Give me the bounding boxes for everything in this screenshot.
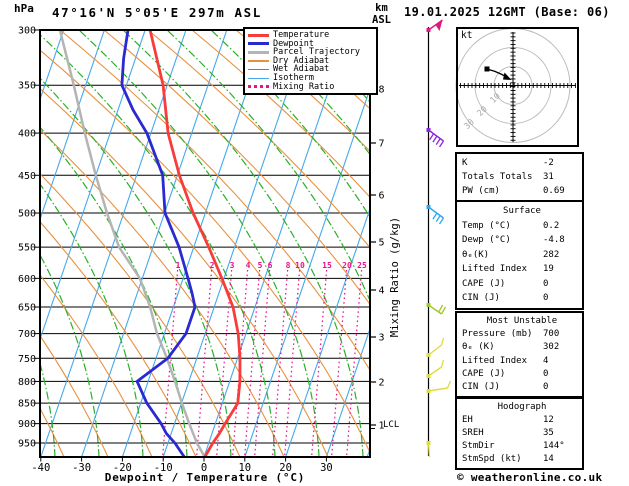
stat-row-mu-lifted-index: Lifted Index 4 — [462, 355, 549, 366]
stat-row-sfc-cin: CIN (J) 0 — [462, 293, 549, 303]
temperature-line-swatch — [248, 33, 269, 37]
parcel-line-swatch — [248, 50, 269, 54]
most-unstable-table-title: Most Unstable — [486, 316, 558, 326]
stat-row-sfc-temp: Temp (°C) 0.2 — [462, 220, 560, 231]
altitude-axis-unit: km ASL — [372, 2, 391, 26]
svg-text:3: 3 — [230, 261, 235, 270]
surface-table-title: Surface — [503, 206, 541, 216]
svg-text:20: 20 — [342, 261, 352, 270]
lcl-label: LCL — [383, 420, 400, 430]
svg-text:8: 8 — [379, 85, 385, 96]
svg-text:4: 4 — [379, 286, 385, 297]
svg-text:650: 650 — [18, 303, 36, 314]
svg-text:-30: -30 — [72, 462, 91, 474]
stat-row-mu-pressure: Pressure (mb) 700 — [462, 329, 560, 340]
altitude-unit-asl: ASL — [372, 14, 391, 26]
hodograph-table: Hodograph EH 12 SREH 35 StmDir 144° StmSpd … — [455, 397, 584, 470]
svg-text:2: 2 — [210, 261, 215, 270]
svg-text:400: 400 — [18, 129, 36, 140]
svg-text:0: 0 — [201, 462, 207, 474]
pressure-axis-unit: hPa — [14, 2, 34, 15]
svg-text:5: 5 — [258, 261, 263, 270]
legend-item-mixing-ratio: Mixing Ratio — [248, 83, 376, 92]
svg-text:550: 550 — [18, 243, 36, 254]
stat-row-sfc-theta-e: θₑ(K) 282 — [462, 249, 560, 260]
svg-text:500: 500 — [18, 209, 36, 220]
stat-row-mu-cin: CIN (J) 0 — [462, 382, 549, 393]
svg-text:-10: -10 — [154, 462, 173, 474]
svg-text:10: 10 — [295, 261, 305, 270]
svg-text:10: 10 — [238, 462, 251, 474]
svg-text:3: 3 — [379, 333, 385, 344]
svg-text:20: 20 — [279, 462, 292, 474]
stat-row-sfc-dewp: Dewp (°C) -4.8 — [462, 235, 565, 245]
stat-row-k: K -2 — [462, 158, 554, 168]
svg-text:600: 600 — [18, 274, 36, 285]
svg-text:1: 1 — [176, 261, 181, 270]
stat-row-stmspd: StmSpd (kt) 14 — [462, 454, 554, 464]
svg-text:850: 850 — [18, 399, 36, 410]
stat-row-stmdir: StmDir 144° — [462, 441, 565, 451]
altitude-unit-km: km — [375, 2, 388, 14]
svg-text:6: 6 — [379, 191, 385, 202]
legend-item-dry-adiabat: Dry Adiabat — [248, 57, 376, 66]
stat-row-mu-theta-e: θₑ (K) 302 — [462, 342, 560, 353]
svg-text:30: 30 — [320, 462, 333, 474]
svg-text:900: 900 — [18, 419, 36, 430]
hodograph-table-title: Hodograph — [497, 402, 547, 412]
stat-row-sfc-lifted-index: Lifted Index 19 — [462, 264, 554, 274]
stat-row-pw: PW (cm) 0.69 — [462, 186, 565, 196]
dewpoint-line-swatch — [248, 42, 269, 46]
isotherm-line-swatch — [248, 77, 269, 80]
svg-text:15: 15 — [322, 261, 332, 270]
legend-item-temperature: Temperature — [248, 31, 376, 40]
most-unstable-table: Most Unstable Pressure (mb) 700 θₑ (K) 302… — [455, 311, 584, 399]
svg-text:25: 25 — [357, 261, 367, 270]
x-axis-label: Dewpoint / Temperature (°C) — [104, 471, 306, 484]
datetime-label: 19.01.2025 12GMT (Base: 06) — [404, 5, 610, 19]
stat-row-mu-cape: CAPE (J) 0 — [462, 368, 549, 379]
mixing-ratio-axis-label: Mixing Ratio (g/kg) — [389, 216, 401, 338]
indices-table: K -2 Totals Totals 31 PW (cm) 0.69 — [455, 152, 584, 202]
svg-text:750: 750 — [18, 354, 36, 365]
station-title: 47°16'N 5°05'E 297m ASL — [52, 5, 262, 20]
svg-text:-40: -40 — [31, 462, 50, 474]
svg-text:6: 6 — [268, 261, 273, 270]
legend-box: Temperature Dewpoint Parcel Trajectory D… — [243, 27, 378, 96]
svg-text:800: 800 — [18, 377, 36, 388]
svg-text:1: 1 — [379, 421, 385, 432]
svg-text:2: 2 — [379, 378, 385, 389]
stat-row-sfc-cape: CAPE (J) 0 — [462, 278, 549, 289]
surface-table: Surface Temp (°C) 0.2 Dewp (°C) -4.8 θₑ(K)… — [455, 200, 584, 310]
svg-text:5: 5 — [379, 238, 385, 249]
legend-item-dewpoint: Dewpoint — [248, 40, 376, 49]
svg-text:-20: -20 — [113, 462, 132, 474]
stat-row-eh: EH 12 — [462, 415, 554, 425]
svg-text:350: 350 — [18, 81, 36, 92]
svg-text:700: 700 — [18, 329, 36, 340]
mixing-ratio-line-swatch — [248, 85, 269, 89]
hodograph-unit-label: kt — [461, 30, 473, 41]
wet-adiabat-line-swatch — [248, 68, 269, 71]
svg-text:300: 300 — [18, 26, 36, 37]
legend-item-parcel-trajectory: Parcel Trajectory — [248, 48, 376, 57]
stat-row-sreh: SREH 35 — [462, 428, 554, 438]
svg-text:4: 4 — [246, 261, 251, 270]
legend-item-wet-adiabat: Wet Adiabat — [248, 65, 376, 74]
svg-text:7: 7 — [379, 139, 385, 150]
svg-text:950: 950 — [18, 439, 36, 450]
legend-item-isotherm: Isotherm — [248, 74, 376, 83]
dry-adiabat-line-swatch — [248, 60, 269, 62]
copyright-label: © weatheronline.co.uk — [457, 471, 603, 484]
svg-text:450: 450 — [18, 171, 36, 182]
svg-text:8: 8 — [286, 261, 291, 270]
stat-row-totals-totals: Totals Totals 31 — [462, 172, 554, 182]
